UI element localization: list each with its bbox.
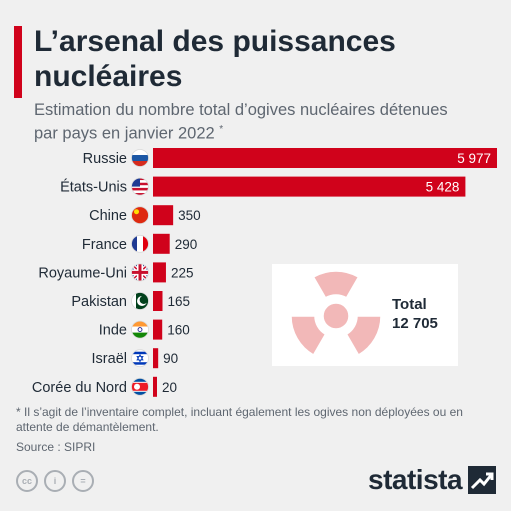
category-label: États-Unis (60, 179, 127, 196)
chart-subtitle: Estimation du nombre total d’ogives nucl… (34, 100, 474, 144)
flag-border (131, 263, 149, 282)
bar-chart: Russie 5 977 États-Unis 5 428 Chine 350 France… (32, 148, 497, 397)
value-label: 20 (162, 380, 177, 395)
category-label: Inde (99, 323, 127, 339)
bar (153, 376, 157, 397)
flag-border (131, 349, 149, 368)
value-label: 5 977 (457, 151, 491, 166)
total-label: Total (392, 296, 427, 313)
bar (153, 291, 163, 311)
bar (153, 262, 166, 283)
india-flag-icon (131, 321, 149, 339)
value-label: 160 (167, 323, 190, 338)
uk-flag-icon (131, 263, 149, 281)
france-flag-icon (131, 235, 149, 253)
title-accent-bar (14, 26, 22, 98)
statista-logo[interactable]: statista (368, 464, 463, 495)
bar (153, 233, 170, 254)
category-label: Royaume-Uni (38, 265, 127, 281)
flag-border (131, 377, 149, 396)
statista-logo-icon (468, 466, 496, 494)
value-label: 225 (171, 265, 194, 280)
license-icons: cc i = (16, 470, 94, 492)
category-label: Russie (83, 151, 127, 167)
bar (153, 176, 466, 197)
israel-flag-icon (131, 349, 149, 367)
total-value: 12 705 (392, 315, 438, 332)
chart-title: L’arsenal des puissances nucléaires (34, 25, 396, 93)
bar (153, 319, 163, 340)
usa-flag-icon (131, 178, 149, 196)
source-link[interactable]: Source : SIPRI (16, 440, 96, 454)
category-label: Israël (92, 351, 127, 367)
flag-border (131, 149, 149, 167)
category-label: Corée du Nord (32, 380, 127, 396)
creative-commons-icon[interactable]: cc (16, 470, 38, 492)
flag-border (131, 320, 149, 339)
bar (153, 205, 174, 226)
value-label: 90 (163, 351, 178, 366)
value-label: 290 (175, 237, 198, 252)
china-flag-icon (131, 206, 149, 224)
bar (153, 348, 159, 369)
footnote: * Il s’agit de l’inventaire complet, inc… (16, 405, 463, 434)
subtitle-footnote-mark: * (219, 124, 224, 135)
value-label: 350 (178, 208, 201, 223)
category-label: Pakistan (71, 294, 127, 310)
radiation-icon (290, 270, 382, 357)
russia-flag-icon (131, 149, 149, 167)
bar (153, 148, 497, 168)
value-label: 5 428 (426, 180, 460, 195)
flag-border (131, 234, 149, 253)
flag-border (131, 206, 149, 225)
attribution-icon[interactable]: i (44, 470, 66, 492)
no-derivatives-icon[interactable]: = (72, 470, 94, 492)
value-label: 165 (167, 294, 190, 309)
category-label: France (82, 237, 127, 253)
pakistan-flag-icon (131, 292, 149, 310)
category-label: Chine (89, 208, 127, 224)
subtitle-text: Estimation du nombre total d’ogives nucl… (34, 101, 448, 143)
flag-border (131, 292, 149, 310)
north-korea-flag-icon (131, 378, 149, 396)
flag-border (131, 177, 149, 196)
total-box (272, 264, 458, 366)
